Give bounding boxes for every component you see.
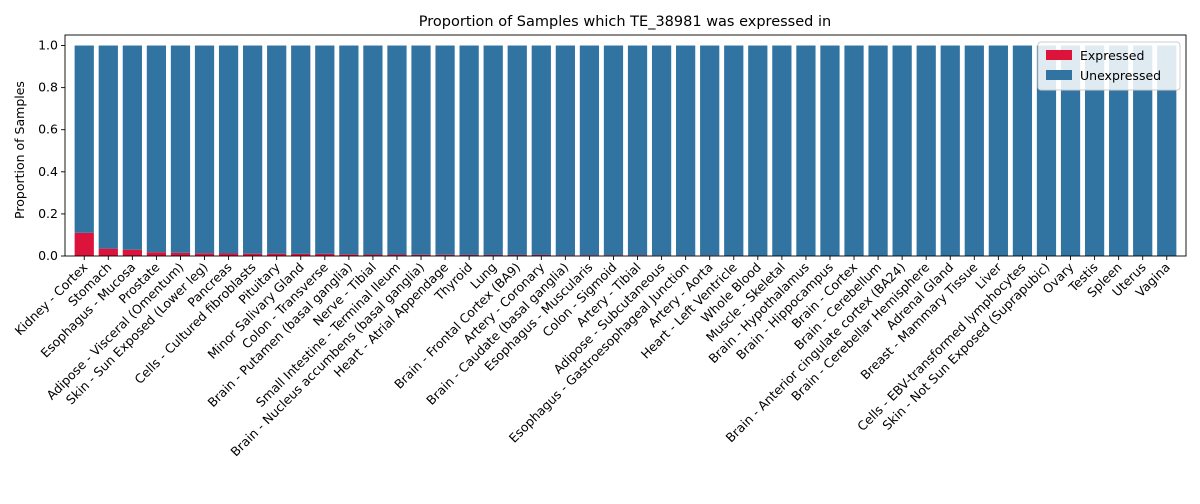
bar-unexpressed-26 (676, 46, 695, 256)
bar-unexpressed-10 (291, 46, 310, 254)
bar-unexpressed-11 (315, 46, 334, 254)
chart-title: Proportion of Samples which TE_38981 was… (419, 14, 831, 30)
y-tick-label: 0.0 (38, 248, 58, 263)
bar-unexpressed-29 (748, 46, 767, 256)
legend-swatch-expressed (1046, 50, 1072, 60)
y-tick-label: 1.0 (38, 38, 58, 53)
legend-label-expressed: Expressed (1080, 48, 1144, 63)
bar-unexpressed-27 (700, 46, 719, 256)
bar-unexpressed-28 (724, 46, 743, 256)
bars-layer (75, 46, 1177, 256)
bar-unexpressed-24 (628, 46, 647, 256)
y-axis-label: Proportion of Samples (12, 81, 27, 219)
bar-expressed-3 (123, 250, 142, 256)
bar-unexpressed-7 (219, 46, 238, 254)
bar-expressed-2 (99, 249, 118, 256)
bar-expressed-5 (171, 253, 190, 256)
bar-unexpressed-8 (243, 46, 262, 254)
bar-unexpressed-25 (652, 46, 671, 256)
bar-unexpressed-1 (75, 46, 94, 233)
bar-unexpressed-35 (893, 46, 912, 256)
bar-unexpressed-2 (99, 46, 118, 249)
legend-swatch-unexpressed (1046, 70, 1072, 80)
bar-unexpressed-20 (532, 46, 551, 255)
bar-unexpressed-19 (508, 46, 527, 255)
bar-unexpressed-30 (772, 46, 791, 256)
bar-unexpressed-36 (917, 46, 936, 256)
bar-unexpressed-21 (556, 46, 575, 256)
bar-expressed-1 (75, 233, 94, 256)
bar-unexpressed-14 (387, 46, 406, 255)
bar-unexpressed-31 (796, 46, 815, 256)
bar-unexpressed-12 (339, 46, 358, 255)
bar-unexpressed-22 (580, 46, 599, 256)
bar-unexpressed-37 (941, 46, 960, 256)
bar-unexpressed-32 (820, 46, 839, 256)
bar-unexpressed-9 (267, 46, 286, 254)
y-tick-label: 0.2 (38, 206, 58, 221)
bar-unexpressed-13 (363, 46, 382, 255)
y-tick-label: 0.8 (38, 80, 58, 95)
bar-unexpressed-4 (147, 46, 166, 253)
bar-unexpressed-6 (195, 46, 214, 254)
bar-unexpressed-16 (435, 46, 454, 255)
bar-unexpressed-33 (844, 46, 863, 256)
bar-unexpressed-3 (123, 46, 142, 250)
bar-unexpressed-34 (868, 46, 887, 256)
bar-unexpressed-17 (460, 46, 479, 255)
bar-unexpressed-40 (1013, 46, 1032, 256)
y-tick-label: 0.4 (38, 164, 58, 179)
legend-label-unexpressed: Unexpressed (1080, 68, 1161, 83)
bar-unexpressed-23 (604, 46, 623, 256)
bar-unexpressed-15 (411, 46, 430, 255)
bar-unexpressed-5 (171, 46, 190, 253)
bar-unexpressed-38 (965, 46, 984, 256)
legend: Expressed Unexpressed (1038, 42, 1180, 90)
bar-expressed-4 (147, 252, 166, 256)
y-tick-label: 0.6 (38, 122, 58, 137)
bar-unexpressed-18 (484, 46, 503, 255)
bar-unexpressed-39 (989, 46, 1008, 256)
